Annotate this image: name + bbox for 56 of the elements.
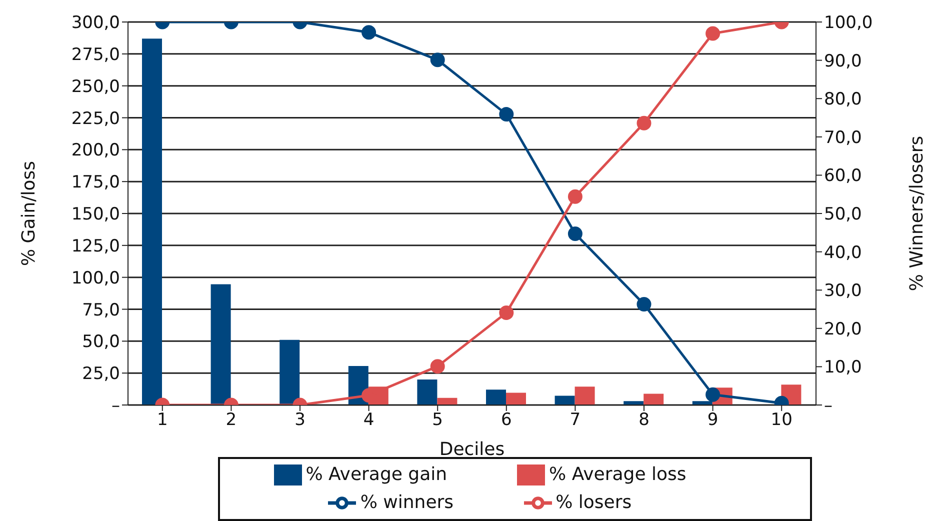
legend-label: % losers [556,492,632,513]
point [568,189,582,204]
x-axis-title: Deciles [439,439,505,460]
y2-tick-label: 100,0 [824,13,873,34]
y-tick-label: 75,0 [82,300,120,320]
point [636,297,652,312]
y-tick-label: 300,0 [71,13,120,34]
y-tick-label: 200,0 [71,140,120,161]
y-tick-label: 100,0 [71,268,120,288]
y2-tick-label: 20,0 [824,319,862,340]
x-tick-label: 8 [638,410,650,430]
bar [574,386,595,405]
bar [437,398,458,405]
y-tick-label: 150,0 [71,204,120,225]
point [499,305,514,320]
x-tick-label: 1 [156,410,168,430]
legend-label: % Average gain [306,464,448,485]
bar [486,390,506,405]
x-tick-label: 2 [226,410,237,430]
x-tick-label: 4 [363,410,374,430]
y-tick-label: 125,0 [71,236,120,256]
y-tick-label: 25,0 [82,364,120,384]
y2-tick-label: 10,0 [824,358,862,378]
y-tick-label: – [112,396,120,416]
x-tick-label: 3 [294,410,306,430]
y-tick-label: 50,0 [82,332,120,352]
y2-tick-label: 40,0 [824,242,862,263]
bar [280,340,300,405]
y2-tick-label: 50,0 [824,204,862,225]
y2-tick-label: 70,0 [824,128,862,148]
x-tick-label: 5 [432,410,444,430]
y2-tick-label: 90,0 [824,51,862,72]
y2-axis-title: % Winners/losers [906,136,928,292]
y2-tick-label: 80,0 [824,90,862,110]
legend-label: % Average loss [549,464,686,485]
bar [624,401,644,405]
y-tick-label: 175,0 [71,172,120,193]
bar [142,38,162,405]
x-tick-label: 9 [707,410,718,430]
bar [417,379,438,405]
y-tick-label: 275,0 [71,44,120,65]
bar [554,396,575,405]
y-axis-title: % Gain/loss [18,160,40,266]
x-tick-label: 10 [770,410,792,430]
bar [210,284,231,405]
bar [644,394,664,405]
y2-tick-label: 30,0 [824,281,862,302]
legend-label: % winners [360,492,454,513]
x-tick-label: 6 [500,410,512,430]
y-tick-label: 250,0 [71,76,120,97]
point [568,226,582,242]
bar [506,392,526,405]
x-tick-label: 7 [570,410,581,430]
y2-tick-label: – [824,396,832,416]
y2-tick-label: 60,0 [824,166,862,186]
y-tick-label: 225,0 [71,108,120,129]
